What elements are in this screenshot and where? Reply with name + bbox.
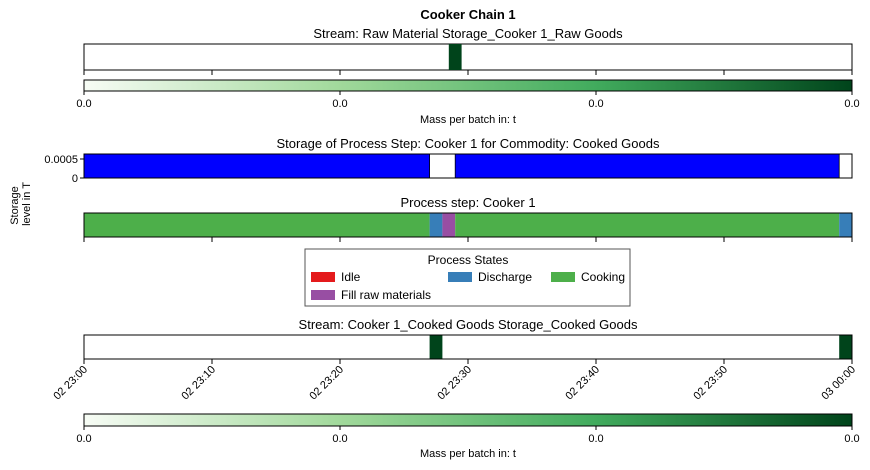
process-state-bar	[84, 213, 430, 237]
legend-label: Idle	[341, 270, 361, 284]
storage-title: Storage of Process Step: Cooker 1 for Co…	[277, 136, 660, 151]
legend-swatch	[551, 272, 575, 282]
storage-ylabel: Storage level in T	[9, 182, 33, 226]
raw-colorbar: 0.0 0.0 0.0 0.0 Mass per batch in: t	[76, 79, 860, 126]
time-tick-label: 02 23:50	[691, 364, 730, 403]
time-tick-label: 03 00:00	[819, 364, 858, 403]
time-tick-label: 02 23:10	[179, 364, 218, 403]
cooked-colorbar-label: Mass per batch in: t	[420, 448, 516, 460]
raw-stream-panel: Stream: Raw Material Storage_Cooker 1_Ra…	[83, 26, 853, 75]
legend-label: Cooking	[581, 270, 625, 284]
cooked-colorbar-tick-label: 0.0	[76, 433, 91, 445]
raw-colorbar-tick-label: 0.0	[76, 98, 91, 110]
legend-swatch	[311, 290, 335, 300]
cooked-stream-panel: Stream: Cooker 1_Cooked Goods Storage_Co…	[51, 317, 858, 402]
cooked-stream-frame	[83, 334, 853, 360]
cooked-colorbar-tick-label: 0.0	[588, 433, 603, 445]
time-tick-label: 02 23:30	[435, 364, 474, 403]
storage-ytick-label: 0	[72, 173, 78, 185]
raw-colorbar-tick-label: 0.0	[332, 98, 347, 110]
time-tick-label: 02 23:00	[51, 364, 90, 403]
storage-ytick-label: 0.0005	[44, 154, 78, 166]
process-title: Process step: Cooker 1	[400, 195, 535, 210]
cooked-colorbar: 0.0 0.0 0.0 0.0 Mass per batch in: t	[76, 413, 860, 460]
legend-swatch	[448, 272, 472, 282]
legend-label: Discharge	[478, 270, 532, 284]
cooked-stream-title: Stream: Cooker 1_Cooked Goods Storage_Co…	[299, 317, 638, 332]
storage-panel: Storage of Process Step: Cooker 1 for Co…	[9, 136, 853, 226]
legend-title: Process States	[428, 253, 509, 267]
process-panel: Process step: Cooker 1	[83, 195, 853, 242]
legend-swatch	[311, 272, 335, 282]
cooked-batch-bar	[429, 335, 443, 359]
raw-stream-title: Stream: Raw Material Storage_Cooker 1_Ra…	[313, 26, 623, 41]
figure-title: Cooker Chain 1	[420, 7, 515, 22]
cooked-colorbar-gradient	[83, 413, 853, 427]
time-tick-label: 02 23:20	[307, 364, 346, 403]
raw-colorbar-label: Mass per batch in: t	[420, 114, 516, 126]
raw-colorbar-tick-label: 0.0	[844, 98, 859, 110]
process-legend: Process States Idle Discharge Cooking Fill …	[304, 248, 631, 307]
legend-label: Fill raw materials	[341, 288, 431, 302]
storage-level-area	[83, 153, 431, 179]
cooked-colorbar-tick-label: 0.0	[844, 433, 859, 445]
process-state-bar	[839, 213, 852, 237]
process-state-bar	[429, 213, 443, 237]
raw-batch-bar	[448, 44, 462, 70]
raw-colorbar-tick-label: 0.0	[588, 98, 603, 110]
raw-stream-frame	[83, 43, 853, 71]
process-state-bar	[455, 213, 840, 237]
process-state-bar	[442, 213, 456, 237]
storage-level-area	[454, 153, 840, 179]
time-tick-label: 02 23:40	[563, 364, 602, 403]
cooked-batch-bar	[839, 335, 852, 359]
cooked-colorbar-tick-label: 0.0	[332, 433, 347, 445]
raw-colorbar-gradient	[83, 79, 853, 92]
